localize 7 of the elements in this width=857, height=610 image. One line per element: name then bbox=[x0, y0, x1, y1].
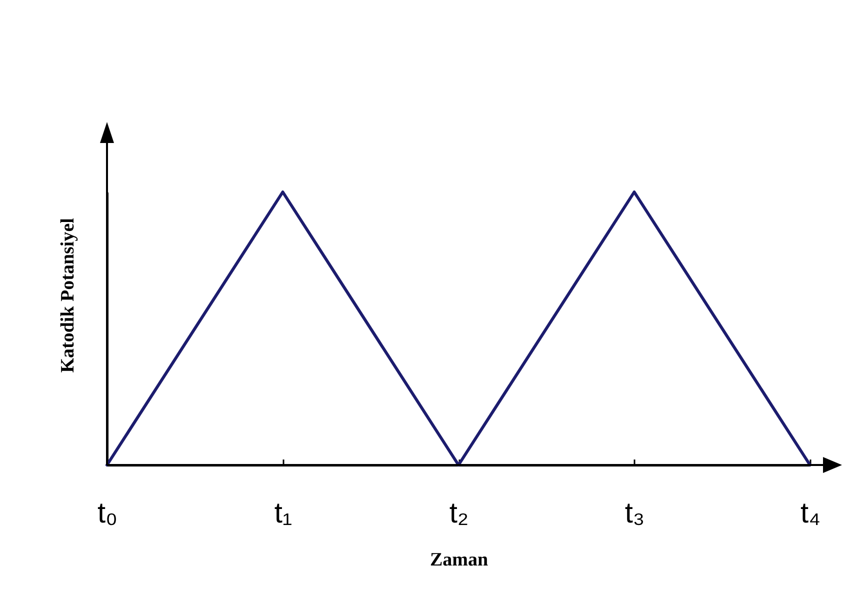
y-axis-title: Katodik Potansiyel bbox=[58, 218, 78, 373]
x-tick-label: t₀ bbox=[97, 498, 118, 530]
x-tick-label: t₃ bbox=[624, 498, 645, 530]
x-tick-label: t₁ bbox=[274, 498, 292, 530]
x-tick-label: t₂ bbox=[449, 498, 469, 530]
x-axis-title: Zaman bbox=[430, 550, 488, 570]
x-tick-label: t₄ bbox=[800, 498, 820, 530]
